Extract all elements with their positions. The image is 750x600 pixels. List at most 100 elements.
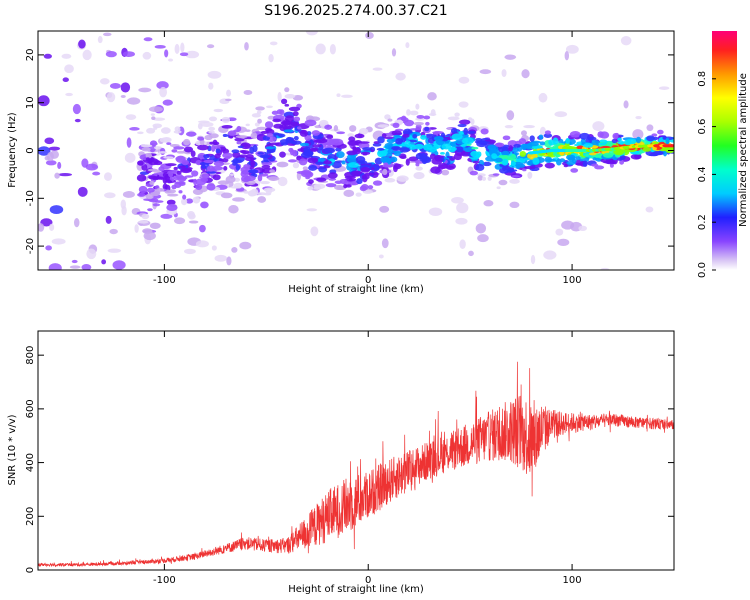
spectrogram-noise-blob: [148, 106, 163, 113]
spectrogram-energy-blob: [278, 133, 286, 138]
spectrogram-energy-blob: [347, 133, 355, 138]
spectrogram-energy-blob: [149, 140, 158, 147]
spectrogram-energy-blob: [173, 166, 178, 171]
spectrogram-energy-blob: [450, 147, 457, 151]
spectrogram-noise-blob: [632, 129, 644, 140]
spectrogram-energy-blob: [383, 162, 389, 166]
spectrogram-energy-blob: [477, 175, 483, 181]
spectrogram-energy-blob: [257, 196, 267, 203]
spectrogram-noise-blob: [504, 54, 517, 60]
spectrogram-noise-blob: [244, 41, 249, 51]
spectrogram-energy-blob: [333, 125, 339, 132]
spectrogram-energy-blob: [147, 208, 153, 212]
spectrogram-noise-blob: [228, 205, 239, 214]
spectrogram-noise-blob: [48, 263, 62, 270]
spectrogram-y-tick-label: 0: [25, 147, 36, 153]
spectrogram-noise-blob: [310, 226, 319, 237]
spectrogram-energy-blob: [272, 132, 280, 136]
spectrogram-energy-blob: [166, 203, 178, 212]
spectrogram-energy-blob: [235, 164, 241, 171]
spectrogram-energy-blob: [413, 171, 425, 180]
spectrogram-energy-blob: [441, 169, 450, 176]
spectrogram-energy-blob: [377, 136, 385, 144]
spectrogram-noise-blob: [105, 50, 117, 58]
spectrogram-noise-blob: [306, 208, 318, 212]
spectrogram-energy-blob: [188, 220, 199, 224]
spectrogram-noise-blob: [46, 151, 54, 162]
spectrogram-energy-blob: [390, 146, 402, 151]
spectrogram-noise-blob: [120, 82, 131, 93]
spectrogram-energy-blob: [457, 123, 467, 128]
spectrogram-noise-blob: [561, 220, 575, 230]
spectrogram-noise-blob: [239, 241, 252, 250]
spectrogram-energy-blob: [279, 151, 286, 158]
spectrogram-energy-blob: [585, 153, 590, 157]
spectrogram-noise-blob: [391, 48, 397, 57]
spectrogram-noise-blob: [126, 97, 141, 105]
spectrogram-noise-blob: [635, 115, 642, 120]
spectrogram-energy-blob: [567, 156, 575, 162]
spectrogram-noise-blob: [71, 259, 78, 264]
spectrogram-energy-blob: [162, 183, 168, 190]
spectrogram-energy-blob: [475, 163, 485, 172]
spectrogram-energy-blob: [358, 141, 370, 144]
spectrogram-energy-blob: [147, 168, 158, 172]
spectrogram-energy-blob: [208, 116, 218, 122]
spectrogram-energy-blob: [264, 121, 274, 129]
spectrogram-energy-blob: [334, 180, 343, 184]
snr-y-tick-label: 0: [25, 567, 36, 573]
spectrogram-noise-blob: [206, 44, 215, 49]
spectrogram-energy-blob: [281, 98, 288, 105]
spectrogram-noise-blob: [254, 122, 260, 127]
spectrogram-energy-blob: [482, 161, 492, 167]
spectrogram-energy-blob: [454, 112, 460, 117]
snr-y-tick-label: 200: [25, 507, 36, 526]
spectrogram-energy-blob: [229, 173, 235, 176]
spectrogram-energy-blob: [191, 170, 199, 177]
spectrogram-energy-blob: [409, 128, 419, 131]
spectrogram-noise-blob: [600, 267, 610, 270]
spectrogram-energy-blob: [387, 118, 393, 122]
spectrogram-energy-blob: [588, 152, 597, 156]
spectrogram-energy-blob: [145, 152, 153, 159]
spectrogram-energy-blob: [487, 176, 492, 181]
spectrogram-noise-blob: [156, 81, 169, 90]
spectrogram-energy-blob: [280, 121, 293, 125]
spectrogram-energy-blob: [409, 110, 419, 116]
spectrogram-energy-blob: [523, 125, 535, 129]
spectrogram-energy-blob: [178, 165, 187, 169]
spectrogram-noise-blob: [468, 250, 474, 257]
spectrogram-energy-blob: [215, 148, 221, 154]
spectrogram-energy-blob: [382, 165, 393, 168]
spectrogram-noise-blob: [126, 137, 132, 148]
spectrogram-noise-blob: [456, 202, 469, 214]
spectrogram-energy-blob: [441, 143, 452, 150]
spectrogram-energy-blob: [415, 166, 423, 171]
spectrogram-noise-blob: [99, 78, 110, 85]
spectrogram-energy-blob: [336, 151, 345, 159]
spectrogram-energy-blob: [395, 138, 403, 145]
spectrogram-energy-blob: [221, 116, 231, 123]
spectrogram-energy-blob: [147, 158, 159, 166]
spectrogram-noise-blob: [521, 69, 530, 79]
spectrogram-noise-blob: [483, 200, 494, 207]
spectrogram-energy-blob: [313, 183, 326, 189]
spectrogram-energy-blob: [376, 147, 385, 151]
spectrogram-energy-blob: [200, 201, 209, 209]
spectrogram-energy-blob: [420, 134, 427, 140]
spectrogram-noise-blob: [164, 49, 169, 58]
spectrogram-noise-blob: [49, 205, 64, 215]
spectrogram-energy-blob: [187, 213, 196, 220]
spectrogram-noise-blob: [620, 36, 632, 46]
spectrogram-energy-blob: [405, 158, 410, 166]
spectrogram-noise-blob: [475, 223, 487, 234]
spectrogram-energy-blob: [289, 137, 295, 142]
spectrogram-energy-blob: [250, 188, 259, 196]
spectrogram-energy-blob: [210, 144, 216, 152]
spectrogram-energy-blob: [493, 147, 498, 154]
spectrogram-energy-blob: [245, 123, 250, 127]
spectrogram-energy-blob: [293, 135, 299, 141]
spectrogram-energy-blob: [362, 147, 373, 151]
spectrogram-noise-blob: [58, 172, 73, 177]
spectrogram-energy-blob: [570, 168, 579, 173]
